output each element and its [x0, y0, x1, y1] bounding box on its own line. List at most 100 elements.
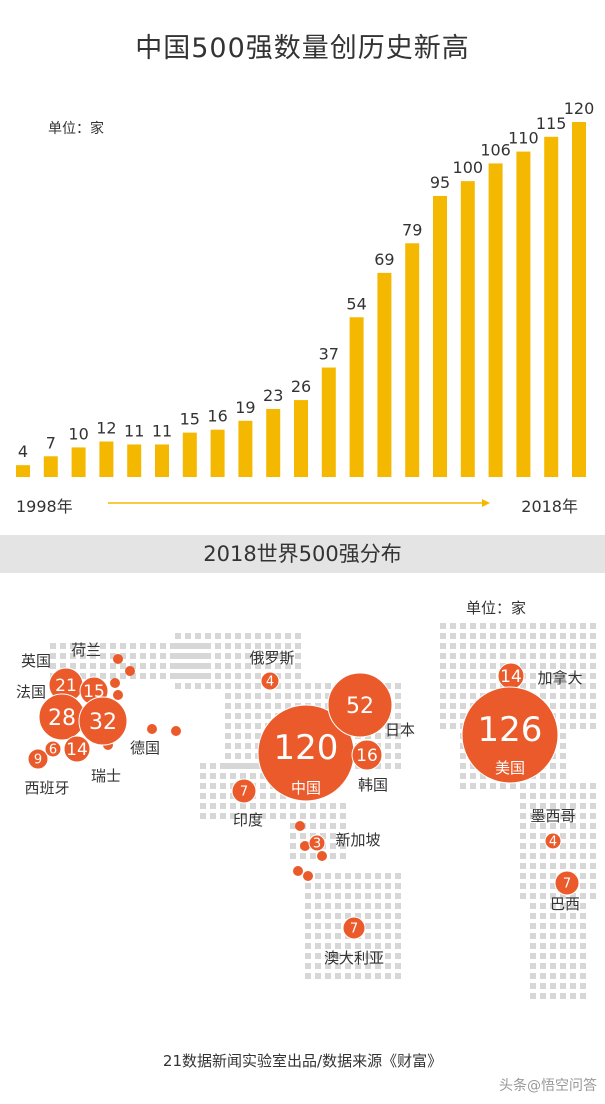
map-dot	[260, 803, 266, 809]
map-dot	[550, 873, 556, 879]
map-dot	[550, 903, 556, 909]
map-dot	[490, 633, 496, 639]
bar-value-label: 115	[536, 114, 567, 133]
map-dot	[375, 763, 381, 769]
map-dot	[325, 873, 331, 879]
map-dot	[530, 653, 536, 659]
map-dot	[255, 673, 261, 679]
map-dot	[315, 933, 321, 939]
map-dot	[245, 753, 251, 759]
map-dot	[255, 733, 261, 739]
map-dot	[460, 693, 466, 699]
map-dot	[290, 843, 296, 849]
map-dot	[305, 683, 311, 689]
map-dot	[480, 673, 486, 679]
map-dot	[480, 773, 486, 779]
map-dot	[285, 643, 291, 649]
map-dot	[550, 933, 556, 939]
map-dot	[290, 823, 296, 829]
map-dot	[310, 803, 316, 809]
unit-label: 单位：家	[48, 121, 104, 137]
map-dot	[580, 823, 586, 829]
map-dot	[240, 813, 246, 819]
map-dot	[200, 673, 206, 679]
map-dot	[540, 923, 546, 929]
map-dot	[150, 653, 156, 659]
map-dot	[530, 683, 536, 689]
bar-value-label: 23	[263, 386, 283, 405]
map-dot	[560, 743, 566, 749]
map-dot	[470, 653, 476, 659]
map-dot	[180, 673, 186, 679]
map-dot	[570, 703, 576, 709]
map-dot	[90, 663, 96, 669]
map-dot	[60, 663, 66, 669]
map-dot	[175, 673, 181, 679]
map-dot	[580, 933, 586, 939]
map-dot	[330, 843, 336, 849]
map-dot	[490, 663, 496, 669]
x-start-label: 1998年	[16, 497, 73, 516]
map-dot	[150, 643, 156, 649]
map-dot	[570, 843, 576, 849]
map-dot	[325, 693, 331, 699]
map-dot	[225, 653, 231, 659]
country-bubble	[342, 916, 366, 940]
map-dot	[570, 683, 576, 689]
bar-value-label: 19	[235, 398, 255, 417]
map-dot	[580, 973, 586, 979]
bar	[99, 441, 114, 477]
map-dot	[325, 683, 331, 689]
map-dot	[200, 663, 206, 669]
map-dot	[210, 803, 216, 809]
map-dot	[260, 813, 266, 819]
map-dot	[470, 623, 476, 629]
map-dot	[500, 643, 506, 649]
map-title: 2018世界500强分布	[0, 535, 605, 573]
map-dot	[580, 693, 586, 699]
map-dot	[500, 623, 506, 629]
map-dot	[365, 923, 371, 929]
map-dot	[550, 703, 556, 709]
map-dot	[530, 663, 536, 669]
map-dot	[520, 883, 526, 889]
map-dot	[440, 673, 446, 679]
map-dot	[580, 843, 586, 849]
map-dot	[540, 633, 546, 639]
map-dot	[440, 633, 446, 639]
map-dot	[210, 773, 216, 779]
map-dot	[295, 633, 301, 639]
country-label: 德国	[130, 739, 160, 757]
map-dot	[460, 643, 466, 649]
map-dot	[570, 693, 576, 699]
map-dot	[530, 803, 536, 809]
map-dot	[375, 943, 381, 949]
map-dot	[235, 703, 241, 709]
map-dot	[325, 923, 331, 929]
map-dot	[245, 743, 251, 749]
map-dot	[70, 643, 76, 649]
map-dot	[580, 983, 586, 989]
map-dot	[490, 623, 496, 629]
country-label: 澳大利亚	[324, 949, 384, 967]
map-dot	[120, 663, 126, 669]
map-dot	[195, 633, 201, 639]
country-label: 日本	[385, 721, 415, 739]
map-dot	[80, 673, 86, 679]
bar	[155, 444, 169, 477]
map-dot	[225, 733, 231, 739]
map-dot	[190, 673, 196, 679]
bar	[488, 163, 503, 477]
map-dot	[580, 653, 586, 659]
bar	[405, 243, 420, 477]
map-dot	[275, 663, 281, 669]
map-dot	[225, 763, 231, 769]
map-dot	[275, 653, 281, 659]
map-dot	[225, 713, 231, 719]
map-dot	[590, 843, 596, 849]
map-dot	[265, 633, 271, 639]
bar-value-label: 12	[96, 419, 116, 438]
map-dot	[395, 893, 401, 899]
map-dot	[255, 633, 261, 639]
map-dot	[305, 973, 311, 979]
